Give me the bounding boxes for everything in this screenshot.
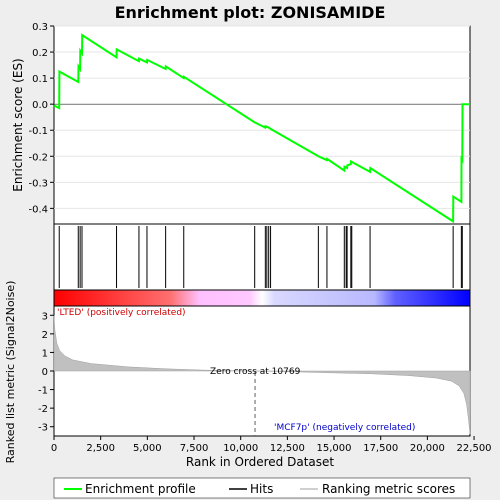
x-axis-ticks: 0 2,500 5,000 7,500 10,000 12,500 15,000 17,500… [51, 436, 492, 454]
es-y-axis-label: Enrichment score (ES) [11, 58, 25, 191]
ranking-y-tick-label: -3 [38, 423, 48, 434]
es-y-tick-label: -0.1 [28, 126, 48, 137]
x-tick-label: 0 [51, 443, 57, 454]
zero-cross-label: Zero cross at 10769 [210, 367, 301, 377]
legend-profile-label: Enrichment profile [85, 482, 196, 496]
x-tick-label: 15,000 [317, 443, 352, 454]
es-y-tick-label: -0.3 [28, 178, 48, 189]
negative-label: 'MCF7p' (negatively correlated) [274, 423, 415, 433]
ranking-y-ticks: -3 -2 -1 0 1 2 3 [38, 311, 54, 434]
x-tick-label: 22,500 [457, 443, 492, 454]
es-y-tick-label: -0.2 [28, 152, 48, 163]
hit-marks [58, 226, 463, 288]
chart-title: Enrichment plot: ZONISAMIDE [115, 3, 386, 22]
es-y-tick-label: -0.4 [28, 204, 48, 215]
ranking-y-tick-label: -1 [38, 386, 48, 397]
x-tick-label: 10,000 [223, 443, 258, 454]
legend-hits-label: Hits [250, 482, 273, 496]
x-tick-label: 20,000 [410, 443, 445, 454]
ranking-y-tick-label: 1 [42, 348, 48, 359]
ranking-color-bar [53, 289, 471, 307]
x-axis-label: Rank in Ordered Dataset [186, 455, 334, 469]
es-y-ticks: -0.4 -0.3 -0.2 -0.1 0.0 0.1 0.2 0.3 [28, 22, 54, 215]
legend-ranking-label: Ranking metric scores [322, 482, 455, 496]
ranking-y-tick-label: -2 [38, 404, 48, 415]
x-tick-label: 17,500 [363, 443, 398, 454]
ranking-y-tick-label: 3 [42, 311, 48, 322]
ranking-y-axis-label: Ranked list metric (Signal2Noise) [4, 281, 17, 464]
es-y-tick-label: 0.2 [32, 48, 48, 59]
ranking-metric-area [53, 315, 471, 435]
x-tick-label: 2,500 [86, 443, 115, 454]
enrichment-profile-line [53, 33, 470, 224]
x-tick-label: 5,000 [133, 443, 162, 454]
es-y-tick-label: 0.1 [32, 74, 48, 85]
x-tick-label: 12,500 [270, 443, 305, 454]
legend [53, 477, 471, 499]
es-y-tick-label: 0.0 [32, 100, 48, 111]
positive-label: 'LTED' (positively correlated) [57, 308, 186, 318]
ranking-y-tick-label: 0 [42, 367, 48, 378]
x-tick-label: 7,500 [180, 443, 209, 454]
es-y-tick-label: 0.3 [32, 22, 48, 33]
hits-panel [53, 223, 471, 291]
ranking-y-tick-label: 2 [42, 330, 48, 341]
